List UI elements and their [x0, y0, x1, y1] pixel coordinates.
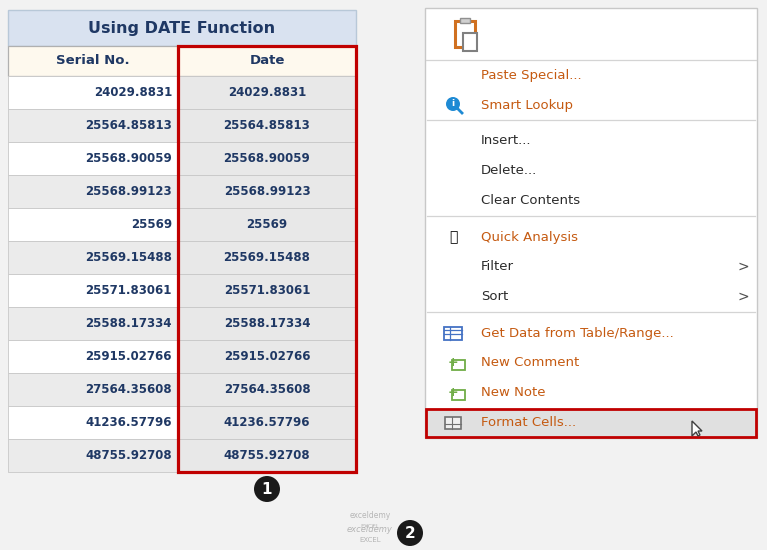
Text: Smart Lookup: Smart Lookup [481, 98, 573, 112]
Bar [8, 46, 178, 76]
Text: 27564.35608: 27564.35608 [224, 383, 311, 396]
Text: 25568.90059: 25568.90059 [224, 152, 311, 165]
Text: Filter: Filter [481, 261, 514, 273]
Text: +: + [448, 387, 459, 399]
Text: 24029.8831: 24029.8831 [228, 86, 306, 99]
Bar [178, 175, 356, 208]
Text: 🔥: 🔥 [449, 230, 457, 244]
Bar [178, 46, 356, 76]
Text: 25564.85813: 25564.85813 [224, 119, 311, 132]
Text: Using DATE Function: Using DATE Function [88, 20, 275, 36]
Text: Format Cells...: Format Cells... [481, 416, 576, 430]
Bar [8, 274, 178, 307]
Text: 41236.57796: 41236.57796 [85, 416, 172, 429]
Text: Quick Analysis: Quick Analysis [481, 230, 578, 244]
Circle shape [254, 476, 280, 502]
Bar [8, 142, 178, 175]
Text: 25569.15488: 25569.15488 [223, 251, 311, 264]
Bar [8, 241, 178, 274]
Text: 25569: 25569 [246, 218, 288, 231]
Bar [178, 76, 356, 109]
Text: Delete...: Delete... [481, 164, 537, 178]
Text: 25915.02766: 25915.02766 [224, 350, 310, 363]
Text: Date: Date [249, 54, 285, 68]
Bar [8, 340, 178, 373]
Text: 25571.83061: 25571.83061 [224, 284, 310, 297]
Text: 48755.92708: 48755.92708 [224, 449, 311, 462]
Text: New Note: New Note [481, 387, 545, 399]
Bar [455, 21, 475, 47]
Text: i: i [452, 100, 455, 108]
Circle shape [397, 520, 423, 546]
Bar [426, 409, 756, 437]
Polygon shape [692, 421, 702, 436]
Text: Paste Special...: Paste Special... [481, 69, 581, 81]
Bar [178, 241, 356, 274]
Text: Get Data from Table/Range...: Get Data from Table/Range... [481, 327, 673, 339]
Bar [8, 175, 178, 208]
Text: 25569.15488: 25569.15488 [85, 251, 172, 264]
Bar [178, 307, 356, 340]
Text: Insert...: Insert... [481, 135, 532, 147]
Bar [178, 142, 356, 175]
Bar [8, 109, 178, 142]
Bar [178, 109, 356, 142]
Text: Serial No.: Serial No. [56, 54, 130, 68]
Bar [425, 8, 757, 438]
Bar [178, 274, 356, 307]
Text: 41236.57796: 41236.57796 [224, 416, 310, 429]
Text: 25588.17334: 25588.17334 [224, 317, 310, 330]
Bar [8, 373, 178, 406]
Text: exceldemy: exceldemy [350, 510, 390, 520]
Text: 25915.02766: 25915.02766 [85, 350, 172, 363]
Text: 25569: 25569 [131, 218, 172, 231]
Text: EXCEL: EXCEL [359, 537, 380, 543]
Bar [463, 33, 477, 51]
Text: 48755.92708: 48755.92708 [85, 449, 172, 462]
Text: 27564.35608: 27564.35608 [85, 383, 172, 396]
Text: 25568.99123: 25568.99123 [224, 185, 311, 198]
Bar [8, 439, 178, 472]
Bar [460, 18, 470, 23]
Text: EXCEL: EXCEL [360, 525, 380, 530]
Text: New Comment: New Comment [481, 356, 579, 370]
Bar [452, 360, 465, 370]
Text: exceldemy: exceldemy [347, 525, 393, 535]
Text: 25564.85813: 25564.85813 [85, 119, 172, 132]
Bar [178, 406, 356, 439]
Bar [178, 208, 356, 241]
Text: 25568.90059: 25568.90059 [85, 152, 172, 165]
Bar [8, 76, 178, 109]
Text: 2: 2 [405, 525, 416, 541]
Bar [8, 208, 178, 241]
Bar [178, 439, 356, 472]
Text: 24029.8831: 24029.8831 [94, 86, 172, 99]
Bar [178, 340, 356, 373]
Bar [8, 10, 356, 46]
Text: >: > [737, 290, 749, 304]
Text: 1: 1 [262, 481, 272, 497]
Circle shape [446, 97, 460, 111]
Text: Sort: Sort [481, 290, 509, 304]
Bar [445, 417, 461, 429]
Text: 25568.99123: 25568.99123 [85, 185, 172, 198]
Bar [444, 327, 462, 339]
Bar [452, 390, 465, 400]
Bar [8, 307, 178, 340]
Text: 25571.83061: 25571.83061 [86, 284, 172, 297]
Bar [178, 373, 356, 406]
Bar [8, 406, 178, 439]
Bar [178, 46, 356, 472]
Text: >: > [737, 260, 749, 274]
Text: Clear Contents: Clear Contents [481, 195, 580, 207]
Text: 25588.17334: 25588.17334 [85, 317, 172, 330]
Text: +: + [448, 356, 459, 370]
